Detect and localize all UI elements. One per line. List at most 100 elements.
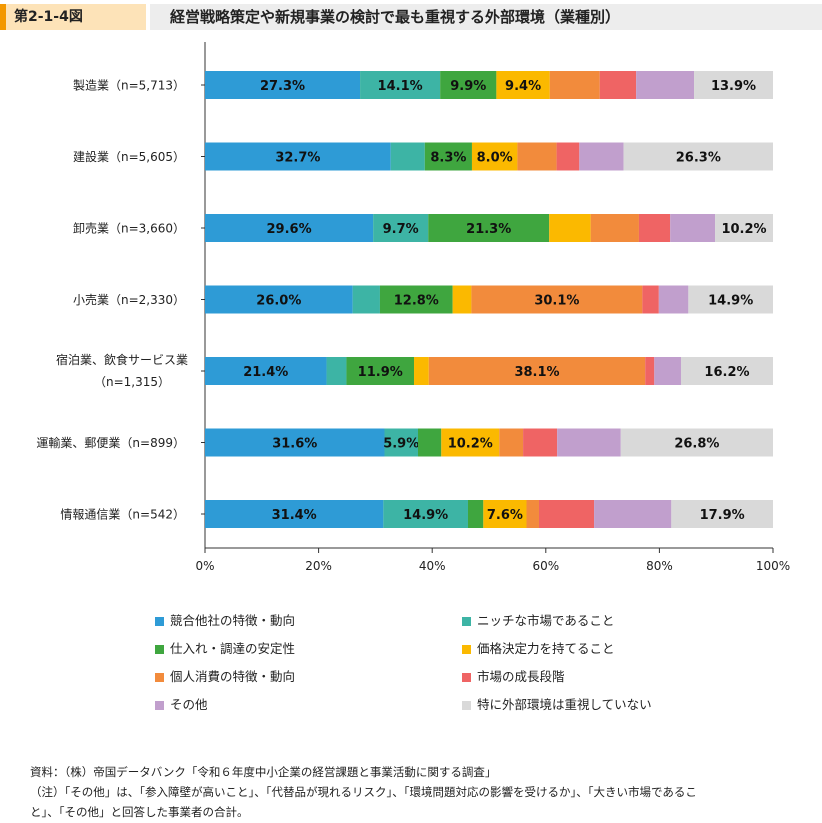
data-label: 26.8%	[674, 437, 719, 452]
legend-label: 個人消費の特徴・動向	[170, 669, 296, 684]
data-label: 27.3%	[260, 79, 305, 94]
legend-label: 仕入れ・調達の安定性	[170, 641, 296, 656]
bar-segment	[590, 214, 639, 242]
bar-segment	[360, 71, 441, 99]
bar-segment	[428, 357, 646, 385]
bar-segment	[352, 285, 380, 314]
figure-number: 第2-1-4図	[6, 4, 146, 30]
data-label: 21.4%	[243, 365, 288, 380]
data-label: 16.2%	[704, 365, 749, 380]
category-label: 情報通信業（n=542）	[60, 508, 185, 522]
stacked-bar-chart: 0% 20% 40% 60% 80% 100% 製造業（n=5,713） 27.3% 14.1%…	[36, 42, 790, 573]
data-label: 10.2%	[721, 222, 766, 237]
bar-segment	[642, 285, 659, 314]
data-label: 14.9%	[403, 508, 448, 523]
bar-segment	[390, 142, 425, 171]
data-label: 31.4%	[272, 508, 317, 523]
data-label: 13.9%	[711, 79, 756, 94]
bar-segment	[645, 357, 655, 385]
bar-segment	[538, 500, 595, 528]
bar-segment	[483, 500, 527, 528]
data-label: 9.9%	[450, 79, 486, 94]
data-label: 32.7%	[275, 151, 320, 166]
data-label: 9.7%	[383, 222, 419, 237]
bar-segment	[620, 428, 773, 457]
bar-segment	[326, 357, 347, 385]
data-label: 26.3%	[676, 151, 721, 166]
bar-segment	[499, 428, 524, 457]
notes: 資料：（株）帝国データバンク「令和６年度中小企業の経営課題と事業活動に関する調査…	[30, 762, 800, 822]
bar-segment	[205, 71, 361, 99]
legend-swatch	[462, 617, 471, 626]
bar-segment	[452, 285, 472, 314]
legend-item: その他	[155, 696, 208, 714]
legend-swatch	[462, 645, 471, 654]
legend-swatch	[462, 701, 471, 710]
data-label: 11.9%	[358, 365, 403, 380]
bar-segment	[496, 71, 550, 99]
data-label: 14.9%	[708, 294, 753, 309]
bar-segment	[671, 500, 773, 528]
data-label: 5.9%	[383, 437, 419, 452]
bar-segment	[467, 500, 484, 528]
bar-segment	[670, 214, 716, 242]
legend-swatch	[462, 673, 471, 682]
bar-segment	[205, 500, 384, 528]
bar-segment	[694, 71, 773, 99]
legend-swatch	[155, 673, 164, 682]
data-label: 29.6%	[267, 222, 312, 237]
bar-segment	[414, 357, 429, 385]
data-label: 26.0%	[256, 294, 301, 309]
data-label: 17.9%	[700, 508, 745, 523]
x-tick-label: 20%	[305, 559, 332, 573]
figure-header: 第2-1-4図 経営戦略策定や新規事業の検討で最も重視する外部環境（業種別）	[0, 0, 822, 34]
bar-segment	[688, 285, 773, 314]
legend-label: 市場の成長段階	[477, 669, 565, 684]
bar-segment	[715, 214, 773, 242]
category-label: 建設業（n=5,605）	[73, 149, 185, 164]
bar-segment	[383, 500, 468, 528]
category-label: 小売業（n=2,330）	[73, 292, 185, 307]
legend-item: 市場の成長段階	[462, 668, 565, 686]
legend-item: 個人消費の特徴・動向	[155, 668, 295, 686]
chart-title: 経営戦略策定や新規事業の検討で最も重視する外部環境（業種別）	[150, 4, 822, 30]
data-label: 30.1%	[534, 294, 579, 309]
bar-segment	[599, 71, 637, 99]
legend-label: 価格決定力を持てること	[477, 641, 615, 656]
legend-label: 特に外部環境は重視していない	[477, 697, 652, 712]
bar-segment	[441, 428, 500, 457]
bar-segment	[680, 357, 773, 385]
bar-segment	[623, 142, 773, 171]
x-tick-label: 0%	[195, 559, 214, 573]
bar-segment	[658, 285, 689, 314]
bar-segment	[384, 428, 418, 457]
bar-segment	[379, 285, 453, 314]
header-accent-bar	[0, 4, 6, 30]
bar-segment	[205, 357, 327, 385]
category-label: （n=1,315）	[94, 375, 170, 389]
bar-segment	[526, 500, 539, 528]
x-tick-label: 100%	[756, 559, 790, 573]
data-label: 31.6%	[272, 437, 317, 452]
legend-item: 特に外部環境は重視していない	[462, 696, 652, 714]
legend-item: ニッチな市場であること	[462, 612, 614, 630]
bar-segment	[428, 214, 550, 242]
legend-label: 競合他社の特徴・動向	[170, 613, 296, 628]
x-tick-label: 60%	[532, 559, 559, 573]
data-label: 9.4%	[505, 79, 541, 94]
legend-swatch	[155, 645, 164, 654]
legend-swatch	[155, 617, 164, 626]
legend-label: ニッチな市場であること	[477, 613, 615, 628]
bar-segment	[557, 428, 621, 457]
bar-segment	[556, 142, 580, 171]
bar-segment	[418, 428, 442, 457]
bar-segment	[549, 214, 591, 242]
bar-segment	[471, 285, 643, 314]
data-label: 38.1%	[514, 365, 559, 380]
x-tick-label: 40%	[419, 559, 446, 573]
x-tick-label: 80%	[646, 559, 673, 573]
category-label: 宿泊業、飲食サービス業	[56, 352, 188, 367]
category-label: 製造業（n=5,713）	[73, 79, 185, 93]
bar-segment	[579, 142, 624, 171]
data-label: 21.3%	[466, 222, 511, 237]
